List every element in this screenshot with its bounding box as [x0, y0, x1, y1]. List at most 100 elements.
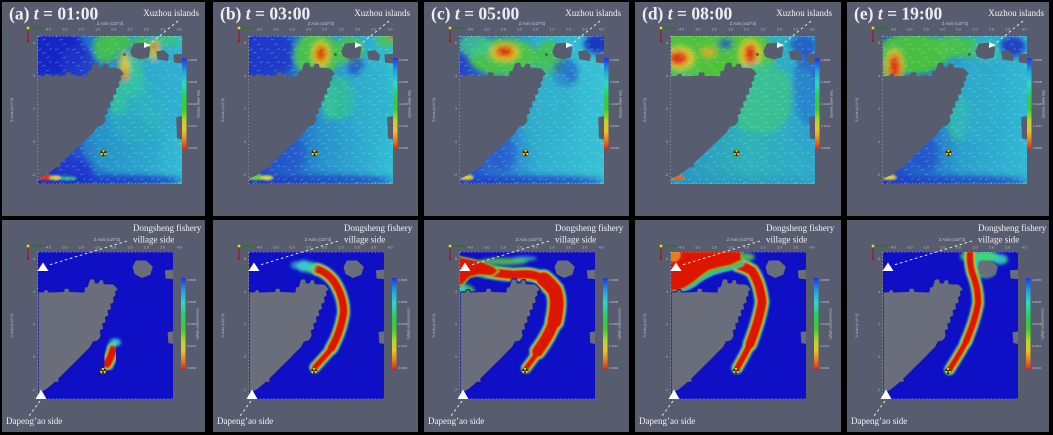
svg-text:Sea water velocity: Sea water velocity: [619, 90, 623, 118]
svg-text:0: 0: [666, 355, 668, 359]
svg-text:Z Axis (x10^3): Z Axis (x10^3): [942, 21, 969, 26]
svg-text:-2.0: -2.0: [500, 28, 506, 32]
svg-text:-4.0: -4.0: [467, 246, 473, 250]
svg-text:village side: village side: [344, 235, 385, 245]
svg-text:Concentration (Bq/L): Concentration (Bq/L): [407, 308, 411, 339]
svg-text:6: 6: [666, 41, 668, 45]
svg-text:0.4845: 0.4845: [821, 58, 831, 62]
svg-text:6: 6: [455, 41, 457, 45]
svg-text:1.0: 1.0: [128, 246, 133, 250]
svg-text:-4.0: -4.0: [678, 246, 684, 250]
svg-text:4.0: 4.0: [388, 28, 393, 32]
svg-text:-2.0: -2.0: [711, 28, 717, 32]
svg-text:0.4845: 0.4845: [820, 278, 830, 282]
svg-text:2.0: 2.0: [144, 246, 149, 250]
svg-text:4: 4: [244, 74, 246, 78]
svg-text:-2.0: -2.0: [78, 28, 84, 32]
svg-text:0.0002: 0.0002: [188, 146, 198, 150]
svg-text:-3.0: -3.0: [906, 246, 912, 250]
svg-text:0.2423: 0.2423: [610, 102, 620, 106]
svg-text:2.0: 2.0: [355, 246, 360, 250]
svg-text:S Axis (x10^3): S Axis (x10^3): [432, 97, 436, 122]
svg-text:-4.0: -4.0: [467, 28, 473, 32]
svg-text:0.1212: 0.1212: [821, 124, 831, 128]
svg-text:Z Axis (x10^3): Z Axis (x10^3): [727, 237, 754, 242]
svg-text:Sea water velocity: Sea water velocity: [830, 90, 834, 118]
svg-text:0.1212: 0.1212: [188, 124, 198, 128]
svg-text:6: 6: [244, 41, 246, 45]
svg-text:2: 2: [666, 323, 668, 327]
svg-text:0.0: 0.0: [322, 246, 327, 250]
svg-text:S Axis (x10^3): S Axis (x10^3): [221, 313, 225, 338]
svg-text:Xuzhou islands: Xuzhou islands: [988, 8, 1044, 18]
svg-text:Z Axis (x10^3): Z Axis (x10^3): [305, 237, 332, 242]
svg-text:-2: -2: [877, 388, 880, 392]
svg-text:-1.0: -1.0: [516, 28, 522, 32]
svg-text:0.2423: 0.2423: [1032, 322, 1042, 326]
svg-text:0.0: 0.0: [744, 246, 749, 250]
svg-text:-2.0: -2.0: [78, 246, 84, 250]
svg-text:0.3635: 0.3635: [398, 300, 408, 304]
svg-text:-2.0: -2.0: [711, 246, 717, 250]
svg-text:S Axis (x10^3): S Axis (x10^3): [643, 97, 647, 122]
svg-text:-4.0: -4.0: [678, 28, 684, 32]
svg-text:0.1212: 0.1212: [399, 124, 409, 128]
svg-text:S Axis (x10^3): S Axis (x10^3): [221, 97, 225, 122]
svg-text:village side: village side: [133, 235, 174, 245]
svg-text:-4.0: -4.0: [256, 246, 262, 250]
svg-text:0.3635: 0.3635: [188, 80, 198, 84]
svg-text:0.3635: 0.3635: [820, 300, 830, 304]
svg-text:0.0002: 0.0002: [399, 146, 409, 150]
svg-text:Z Axis (x10^3): Z Axis (x10^3): [308, 21, 335, 26]
svg-text:0.0: 0.0: [956, 246, 961, 250]
svg-text:village side: village side: [555, 235, 596, 245]
svg-text:Concentration (Bq/L): Concentration (Bq/L): [618, 308, 622, 339]
svg-text:-3.0: -3.0: [694, 28, 700, 32]
svg-text:0: 0: [455, 355, 457, 359]
svg-text:0.4845: 0.4845: [609, 278, 619, 282]
svg-text:0.1212: 0.1212: [1033, 124, 1043, 128]
svg-text:Dapeng’ao side: Dapeng’ao side: [851, 416, 907, 426]
svg-text:0.0: 0.0: [111, 28, 116, 32]
svg-text:-2.0: -2.0: [923, 28, 929, 32]
svg-text:4: 4: [33, 290, 35, 294]
svg-text:6: 6: [878, 257, 880, 261]
svg-text:1.0: 1.0: [973, 28, 978, 32]
svg-text:Dapeng’ao side: Dapeng’ao side: [217, 416, 273, 426]
svg-text:Xuzhou islands: Xuzhou islands: [143, 8, 199, 18]
svg-text:-3.0: -3.0: [906, 28, 912, 32]
svg-text:Z Axis (x10^3): Z Axis (x10^3): [94, 237, 121, 242]
svg-text:2.0: 2.0: [989, 246, 994, 250]
svg-text:4: 4: [878, 290, 880, 294]
svg-text:0.0002: 0.0002: [398, 366, 408, 370]
svg-text:-3.0: -3.0: [694, 246, 700, 250]
svg-text:-2: -2: [454, 388, 457, 392]
svg-text:0.4845: 0.4845: [187, 278, 197, 282]
svg-text:4: 4: [33, 74, 35, 78]
svg-text:Z Axis (x10^3): Z Axis (x10^3): [730, 21, 757, 26]
svg-text:-2.0: -2.0: [289, 28, 295, 32]
svg-text:6: 6: [33, 41, 35, 45]
svg-text:0.3635: 0.3635: [1032, 300, 1042, 304]
svg-text:0: 0: [244, 355, 246, 359]
svg-text:0.3635: 0.3635: [399, 80, 409, 84]
svg-text:0.4845: 0.4845: [1033, 58, 1043, 62]
svg-text:(d) t = 08:00: (d) t = 08:00: [642, 4, 732, 24]
svg-text:0.0002: 0.0002: [609, 366, 619, 370]
svg-text:0.1212: 0.1212: [610, 124, 620, 128]
svg-text:2.0: 2.0: [777, 28, 782, 32]
svg-text:4: 4: [666, 290, 668, 294]
svg-text:1.0: 1.0: [550, 246, 555, 250]
svg-text:0: 0: [878, 355, 880, 359]
svg-text:S Axis (x10^3): S Axis (x10^3): [432, 313, 436, 338]
svg-text:3.0: 3.0: [1005, 28, 1010, 32]
svg-text:0.0: 0.0: [744, 28, 749, 32]
svg-text:0.1212: 0.1212: [398, 344, 408, 348]
svg-text:4.0: 4.0: [810, 28, 815, 32]
svg-text:0.1212: 0.1212: [609, 344, 619, 348]
svg-text:S Axis (x10^3): S Axis (x10^3): [10, 313, 14, 338]
svg-text:-1.0: -1.0: [727, 246, 733, 250]
svg-text:-4.0: -4.0: [45, 28, 51, 32]
svg-text:0: 0: [244, 140, 246, 144]
svg-text:1.0: 1.0: [761, 246, 766, 250]
